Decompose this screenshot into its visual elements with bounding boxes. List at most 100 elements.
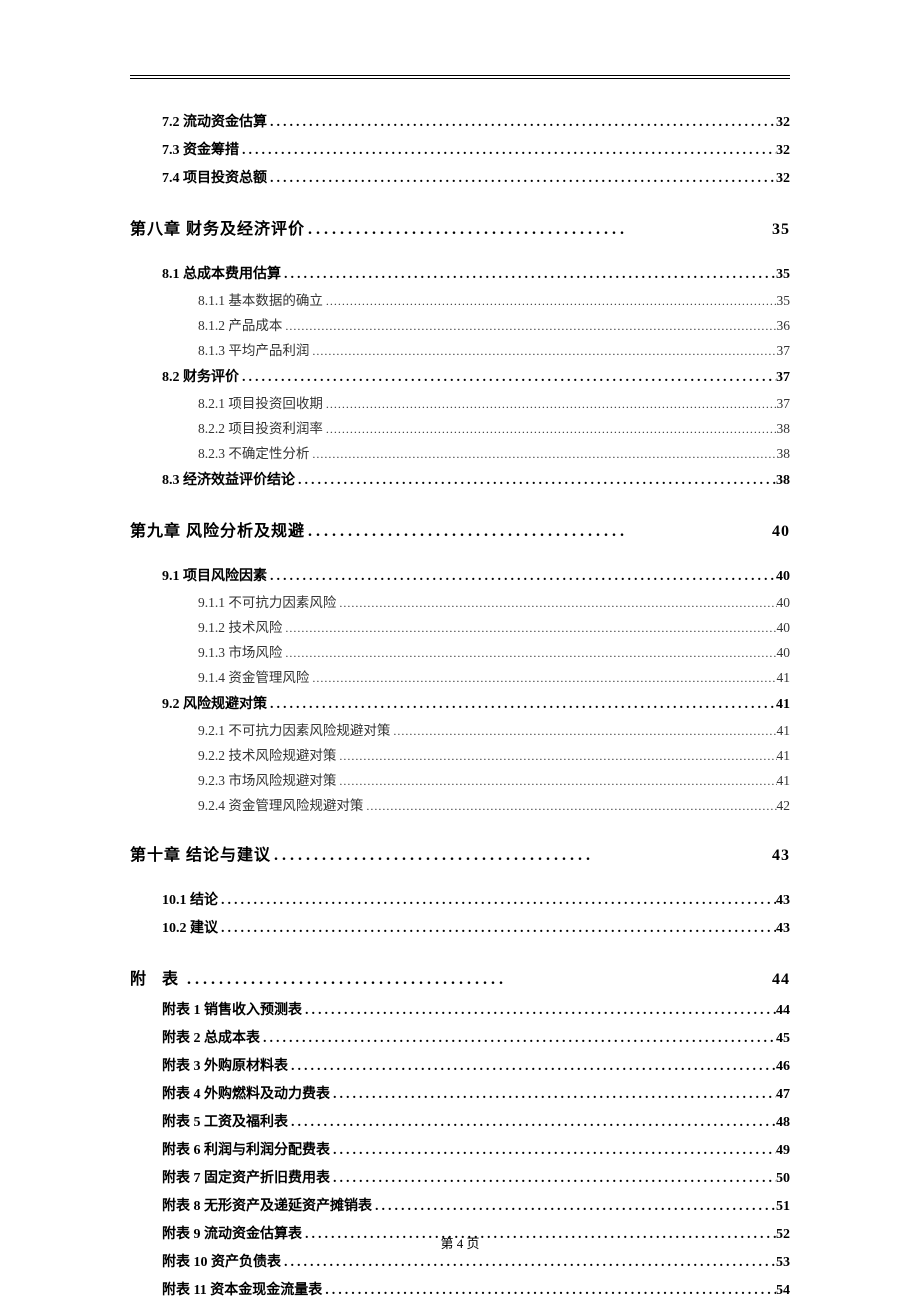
toc-entry-label: 附表 11 资本金现金流量表: [162, 1277, 322, 1305]
toc-entry: 第九章 风险分析及规避.............................…: [130, 517, 790, 541]
toc-entry-page: 32: [776, 137, 790, 165]
toc-leader-dots: ........................................…: [267, 109, 776, 137]
toc-entry-label: 第十章 结论与建议: [130, 841, 271, 865]
toc-leader-dots: ........................................: [305, 221, 772, 239]
toc-entry-page: 41: [777, 769, 791, 794]
toc-entry-label: 附表 10 资产负债表: [162, 1249, 281, 1277]
toc-entry-label: 9.2.1 不可抗力因素风险规避对策: [198, 719, 390, 744]
toc-entry-page: 42: [777, 794, 791, 819]
toc-entry: 8.2.1 项目投资回收期...........................…: [198, 392, 790, 417]
toc-entry-page: 35: [776, 261, 790, 289]
toc-entry: 9.1.3 市场风险..............................…: [198, 641, 790, 666]
toc-entry-page: 44: [772, 971, 790, 989]
toc-leader-dots: ........................................…: [372, 1193, 776, 1221]
toc-entry-page: 43: [772, 847, 790, 865]
toc-entry-label: 8.2 财务评价: [162, 364, 239, 392]
toc-entry-page: 51: [776, 1193, 790, 1221]
toc-entry-label: 7.3 资金筹措: [162, 137, 239, 165]
toc-leader-dots: ........................................…: [390, 720, 776, 742]
toc-leader-dots: ........................................…: [363, 795, 776, 817]
toc-leader-dots: ........................................…: [218, 887, 776, 915]
toc-leader-dots: ........................................…: [288, 1109, 776, 1137]
toc-entry-label: 8.1.2 产品成本: [198, 314, 282, 339]
toc-entry: 9.1.1 不可抗力因素风险..........................…: [198, 591, 790, 616]
page-footer: 第 4 页: [0, 1233, 920, 1252]
toc-leader-dots: ........................................…: [309, 340, 776, 362]
toc-leader-dots: ........................................…: [295, 467, 776, 495]
toc-entry: 9.2.1 不可抗力因素风险规避对策......................…: [198, 719, 790, 744]
toc-entry-page: 41: [777, 744, 791, 769]
toc-entry-page: 53: [776, 1249, 790, 1277]
toc-entry: 8.1.3 平均产品利润............................…: [198, 339, 790, 364]
toc-entry-label: 8.2.1 项目投资回收期: [198, 392, 323, 417]
toc-entry-page: 49: [776, 1137, 790, 1165]
toc-entry-page: 38: [776, 467, 790, 495]
toc-entry: 附 表.....................................…: [130, 965, 790, 989]
toc-entry: 第八章 财务及经济评价.............................…: [130, 215, 790, 239]
toc-entry: 附表 6 利润与利润分配费表..........................…: [162, 1137, 790, 1165]
toc-entry-label: 9.2.3 市场风险规避对策: [198, 769, 336, 794]
toc-leader-dots: ........................................…: [330, 1137, 776, 1165]
toc-entry: 附表 5 工资及福利表.............................…: [162, 1109, 790, 1137]
toc-leader-dots: ........................................…: [260, 1025, 776, 1053]
toc-leader-dots: ........................................…: [330, 1165, 776, 1193]
toc-entry: 9.2.3 市场风险规避对策..........................…: [198, 769, 790, 794]
toc-leader-dots: ........................................…: [282, 617, 776, 639]
toc-entry-label: 8.3 经济效益评价结论: [162, 467, 295, 495]
toc-entry-page: 50: [776, 1165, 790, 1193]
toc-entry-page: 44: [776, 997, 790, 1025]
toc-leader-dots: ........................................…: [288, 1053, 776, 1081]
toc-entry-page: 38: [777, 442, 791, 467]
toc-entry-page: 41: [777, 719, 791, 744]
toc-leader-dots: ........................................…: [281, 261, 776, 289]
toc-entry: 附表 3 外购原材料表.............................…: [162, 1053, 790, 1081]
toc-leader-dots: ........................................…: [309, 443, 776, 465]
header-rule: [130, 75, 790, 79]
toc-leader-dots: ........................................: [305, 523, 772, 541]
toc-entry: 7.4 项目投资总额..............................…: [162, 165, 790, 193]
toc-entry-label: 10.2 建议: [162, 915, 218, 943]
toc-entry: 8.1.1 基本数据的确立...........................…: [198, 289, 790, 314]
toc-leader-dots: ........................................…: [323, 290, 777, 312]
toc-entry: 9.1 项目风险因素..............................…: [162, 563, 790, 591]
toc-entry-page: 40: [776, 563, 790, 591]
toc-leader-dots: ........................................…: [282, 642, 776, 664]
toc-entry-page: 37: [777, 339, 791, 364]
toc-entry-page: 35: [777, 289, 791, 314]
toc-entry: 9.2 风险规避对策..............................…: [162, 691, 790, 719]
toc-entry-label: 8.2.3 不确定性分析: [198, 442, 309, 467]
toc-entry-page: 40: [777, 641, 791, 666]
toc-leader-dots: ........................................…: [322, 1277, 776, 1305]
toc-leader-dots: ........................................…: [336, 592, 776, 614]
toc-entry-page: 46: [776, 1053, 790, 1081]
toc-leader-dots: ........................................…: [336, 770, 776, 792]
toc-entry-label: 附表 7 固定资产折旧费用表: [162, 1165, 330, 1193]
toc-entry-label: 附表 5 工资及福利表: [162, 1109, 288, 1137]
toc-leader-dots: ........................................…: [336, 745, 776, 767]
toc-leader-dots: ........................................…: [323, 418, 777, 440]
toc-entry-label: 9.2.4 资金管理风险规避对策: [198, 794, 363, 819]
toc-entry-page: 36: [777, 314, 791, 339]
toc-entry: 9.2.2 技术风险规避对策..........................…: [198, 744, 790, 769]
toc-entry: 10.1 结论.................................…: [162, 887, 790, 915]
toc-entry: 10.2 建议.................................…: [162, 915, 790, 943]
toc-entry-page: 41: [777, 666, 791, 691]
toc-entry-page: 43: [776, 887, 790, 915]
toc-entry: 9.1.2 技术风险..............................…: [198, 616, 790, 641]
toc-entry-label: 9.2 风险规避对策: [162, 691, 267, 719]
toc-leader-dots: ........................................…: [281, 1249, 776, 1277]
toc-entry-label: 7.4 项目投资总额: [162, 165, 267, 193]
toc-entry-label: 7.2 流动资金估算: [162, 109, 267, 137]
toc-entry-page: 48: [776, 1109, 790, 1137]
toc-entry-label: 8.1 总成本费用估算: [162, 261, 281, 289]
toc-leader-dots: ........................................…: [302, 997, 776, 1025]
toc-entry-page: 35: [772, 221, 790, 239]
toc-entry-page: 40: [777, 591, 791, 616]
toc-entry-label: 附表 6 利润与利润分配费表: [162, 1137, 330, 1165]
toc-entry: 附表 4 外购燃料及动力费表..........................…: [162, 1081, 790, 1109]
document-page: 7.2 流动资金估算..............................…: [0, 0, 920, 1302]
toc-entry-label: 附表 8 无形资产及递延资产摊销表: [162, 1193, 372, 1221]
table-of-contents: 7.2 流动资金估算..............................…: [130, 109, 790, 1305]
toc-entry-label: 8.1.1 基本数据的确立: [198, 289, 323, 314]
toc-entry-label: 9.1 项目风险因素: [162, 563, 267, 591]
